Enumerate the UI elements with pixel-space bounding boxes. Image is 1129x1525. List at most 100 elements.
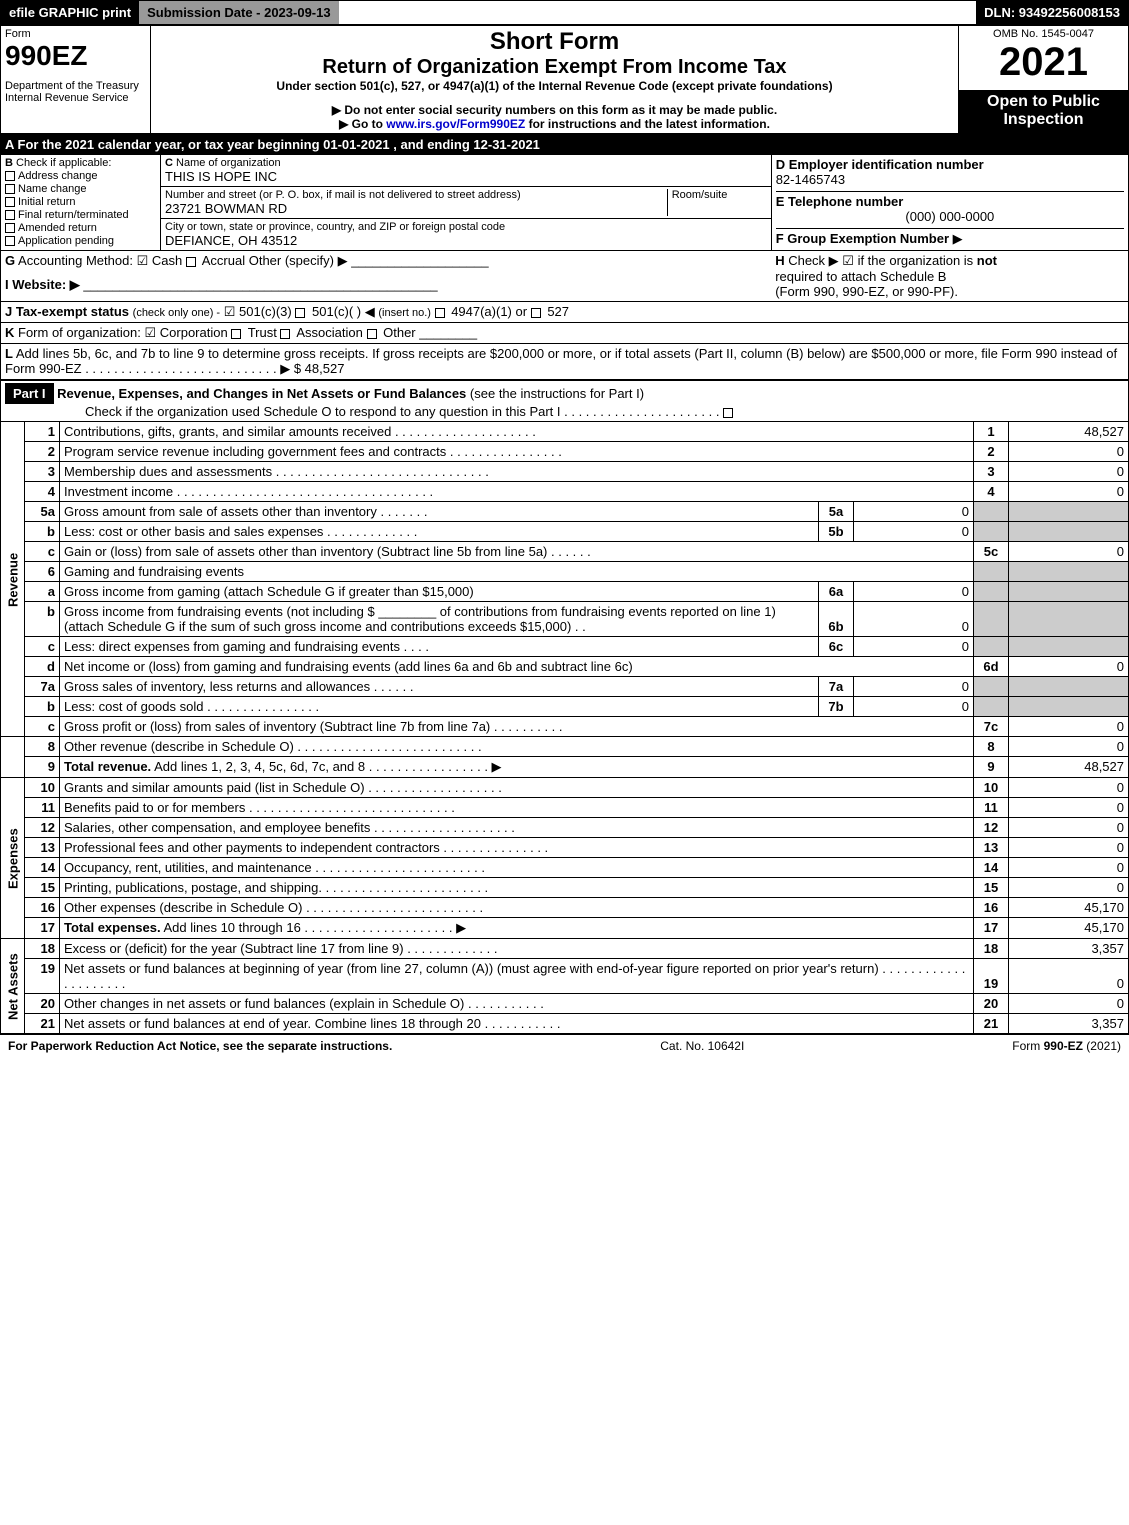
line-12-amt: 0 [1009,818,1129,838]
line-6c-amt: 0 [854,637,974,657]
tax-year: 2021 [963,40,1124,85]
goto-line: ▶ Go to www.irs.gov/Form990EZ for instru… [155,117,954,131]
line-3-amt: 0 [1009,462,1129,482]
line-6d-amt: 0 [1009,657,1129,677]
e-label: E Telephone number [776,194,904,209]
line-6b-text: Gross income from fundraising events (no… [60,602,819,637]
city-value: DEFIANCE, OH 43512 [165,233,767,248]
section-b: B Check if applicable: Address change Na… [1,155,161,251]
ein-value: 82-1465743 [776,172,1124,187]
form-word: Form [5,28,146,40]
form-number: 990EZ [5,40,146,72]
h-sched-b: required to attach Schedule B [775,269,1124,284]
line-5b-amt: 0 [854,522,974,542]
line-6-text: Gaming and fundraising events [60,562,974,582]
line-7a-amt: 0 [854,677,974,697]
cb-corporation[interactable]: ☑ Corporation [144,325,227,340]
efile-label: efile GRAPHIC print [1,1,139,24]
dept-treasury: Department of the Treasury [5,80,146,92]
net-assets-side-label: Net Assets [1,939,25,1034]
cb-other-method[interactable]: Other (specify) ▶ ___________________ [249,253,489,268]
cb-amended-return[interactable]: Amended return [5,222,156,234]
line-7c-amt: 0 [1009,717,1129,737]
cb-final-return[interactable]: Final return/terminated [5,209,156,221]
line-6d-text: Net income or (loss) from gaming and fun… [60,657,974,677]
cb-other-org[interactable]: Other ________ [367,325,478,340]
line-5a-text: Gross amount from sale of assets other t… [60,502,819,522]
cb-address-change[interactable]: Address change [5,170,156,182]
line-15-text: Printing, publications, postage, and shi… [60,878,974,898]
irs-link[interactable]: www.irs.gov/Form990EZ [386,117,525,131]
line-13-amt: 0 [1009,838,1129,858]
schedule-o-check: Check if the organization used Schedule … [85,404,561,419]
cat-no: Cat. No. 10642I [660,1039,744,1053]
form-header: Form 990EZ Department of the Treasury In… [0,25,1129,134]
cb-4947[interactable]: 4947(a)(1) or [435,304,528,319]
part-1: Part I Revenue, Expenses, and Changes in… [0,380,1129,1034]
line-14-amt: 0 [1009,858,1129,878]
line-8-text: Other revenue (describe in Schedule O) .… [60,737,974,757]
line-12-text: Salaries, other compensation, and employ… [60,818,974,838]
line-7a-text: Gross sales of inventory, less returns a… [60,677,819,697]
line-l-text: Add lines 5b, 6c, and 7b to line 9 to de… [5,346,1117,376]
line-17-amt: 45,170 [1009,918,1129,939]
line-5c-amt: 0 [1009,542,1129,562]
line-16-amt: 45,170 [1009,898,1129,918]
cb-trust[interactable]: Trust [231,325,277,340]
top-bar: efile GRAPHIC print Submission Date - 20… [0,0,1129,25]
d-label: D Employer identification number [776,157,984,172]
line-8-amt: 0 [1009,737,1129,757]
line-6c-text: Less: direct expenses from gaming and fu… [60,637,819,657]
line-13-text: Professional fees and other payments to … [60,838,974,858]
cb-initial-return[interactable]: Initial return [5,196,156,208]
line-16-text: Other expenses (describe in Schedule O) … [60,898,974,918]
line-5a-amt: 0 [854,502,974,522]
line-7b-text: Less: cost of goods sold . . . . . . . .… [60,697,819,717]
cb-501c[interactable]: 501(c)( ) [295,304,361,319]
line-18-amt: 3,357 [1009,939,1129,959]
h-forms: (Form 990, 990-EZ, or 990-PF). [775,284,1124,299]
omb-number: OMB No. 1545-0047 [963,28,1124,40]
part-1-title: Revenue, Expenses, and Changes in Net As… [57,386,466,401]
i-website: I Website: ▶ [5,277,80,292]
line-9-text: Total revenue. Add lines 1, 2, 3, 4, 5c,… [60,757,974,778]
line-l-amt: $ 48,527 [294,361,345,376]
line-4-amt: 0 [1009,482,1129,502]
open-to-public: Open to Public Inspection [959,91,1129,134]
cb-schedule-o[interactable] [723,408,733,418]
line-3-text: Membership dues and assessments . . . . … [60,462,974,482]
submission-date: Submission Date - 2023-09-13 [139,1,339,24]
cb-accrual[interactable]: Accrual [186,253,245,268]
line-6b-amt: 0 [854,602,974,637]
street-value: 23721 BOWMAN RD [165,201,667,216]
line-4-text: Investment income . . . . . . . . . . . … [60,482,974,502]
line-14-text: Occupancy, rent, utilities, and maintena… [60,858,974,878]
cb-application-pending[interactable]: Application pending [5,235,156,247]
line-21-amt: 3,357 [1009,1014,1129,1034]
line-9-amt: 48,527 [1009,757,1129,778]
title-return: Return of Organization Exempt From Incom… [155,56,954,79]
cb-501c3[interactable]: ☑ 501(c)(3) [224,304,292,319]
cb-cash[interactable]: ☑ Cash [137,253,183,268]
page-footer: For Paperwork Reduction Act Notice, see … [0,1034,1129,1057]
cb-name-change[interactable]: Name change [5,183,156,195]
line-2-text: Program service revenue including govern… [60,442,974,462]
irs-label: Internal Revenue Service [5,92,146,104]
entity-info: A For the 2021 calendar year, or tax yea… [0,134,1129,380]
expenses-side-label: Expenses [1,778,25,939]
cb-association[interactable]: Association [280,325,362,340]
cb-527[interactable]: 527 [531,304,569,319]
line-6a-amt: 0 [854,582,974,602]
revenue-side-label: Revenue [1,422,25,737]
line-1-text: Contributions, gifts, grants, and simila… [60,422,974,442]
form-ref: Form 990-EZ (2021) [1012,1039,1121,1053]
paperwork-notice: For Paperwork Reduction Act Notice, see … [8,1039,392,1053]
street-label: Number and street (or P. O. box, if mail… [165,189,667,201]
line-15-amt: 0 [1009,878,1129,898]
line-21-text: Net assets or fund balances at end of ye… [60,1014,974,1034]
city-label: City or town, state or province, country… [165,221,767,233]
org-name: THIS IS HOPE INC [165,169,767,184]
line-17-text: Total expenses. Add lines 10 through 16 … [60,918,974,939]
line-6a-text: Gross income from gaming (attach Schedul… [60,582,819,602]
line-7c-text: Gross profit or (loss) from sales of inv… [60,717,974,737]
